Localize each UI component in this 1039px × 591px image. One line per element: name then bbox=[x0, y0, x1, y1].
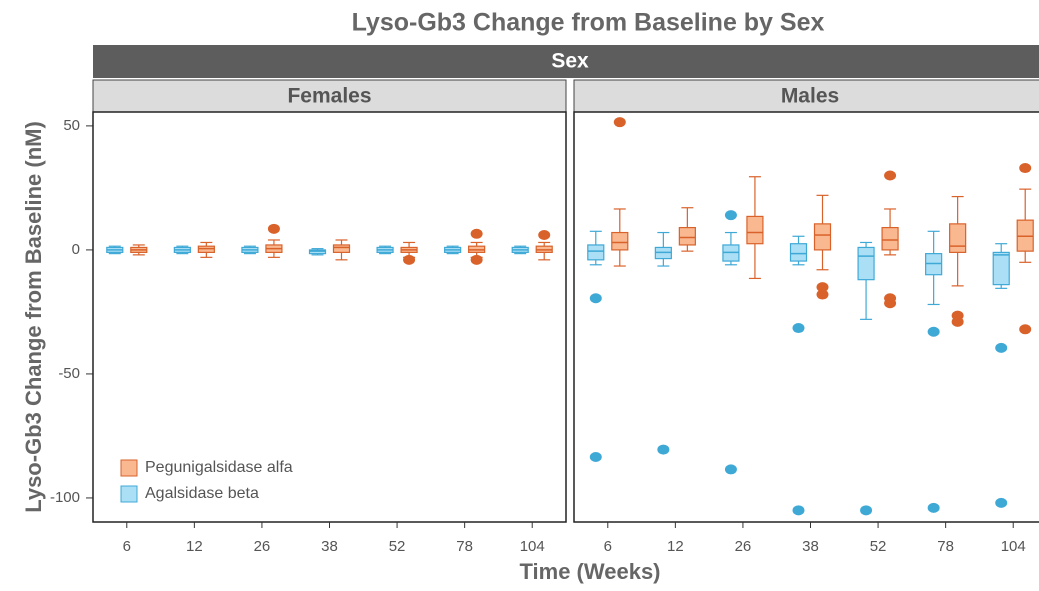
x-tick-label: 104 bbox=[1001, 538, 1026, 555]
outlier bbox=[470, 228, 483, 239]
y-axis-title: Lyso-Gb3 Change from Baseline (nM) bbox=[21, 121, 46, 513]
outlier bbox=[470, 254, 483, 265]
facet-strip bbox=[93, 45, 1039, 78]
outlier bbox=[816, 282, 829, 293]
box bbox=[587, 244, 605, 261]
legend-swatch bbox=[120, 459, 138, 477]
x-tick-label: 78 bbox=[456, 538, 473, 555]
outlier bbox=[816, 289, 829, 300]
box bbox=[678, 226, 696, 246]
outlier bbox=[1019, 324, 1032, 335]
outlier bbox=[792, 323, 805, 334]
x-tick-label: 52 bbox=[389, 538, 406, 555]
outlier bbox=[657, 444, 670, 455]
outlier bbox=[1019, 163, 1032, 174]
legend-label: Pegunigalsidase alfa bbox=[145, 459, 293, 476]
x-tick-label: 104 bbox=[520, 538, 545, 555]
outlier bbox=[884, 170, 897, 181]
x-tick-label: 38 bbox=[802, 538, 819, 555]
x-tick-label: 78 bbox=[937, 538, 954, 555]
box bbox=[857, 246, 875, 281]
legend-swatch bbox=[120, 485, 138, 503]
y-tick-label: -100 bbox=[50, 489, 80, 506]
outlier bbox=[792, 505, 805, 516]
x-tick-label: 52 bbox=[870, 538, 887, 555]
legend-label: Agalsidase beta bbox=[145, 485, 259, 502]
chart-title: Lyso-Gb3 Change from Baseline by Sex bbox=[352, 9, 825, 37]
x-tick-label: 12 bbox=[186, 538, 203, 555]
x-tick-label: 26 bbox=[254, 538, 271, 555]
box bbox=[332, 244, 351, 253]
outlier bbox=[589, 452, 602, 463]
outlier bbox=[538, 230, 551, 241]
x-tick-label: 38 bbox=[321, 538, 338, 555]
outlier bbox=[267, 223, 280, 234]
box bbox=[949, 223, 967, 253]
facet-strip bbox=[573, 79, 1039, 113]
box bbox=[789, 243, 808, 262]
outlier bbox=[589, 293, 602, 304]
outlier bbox=[927, 326, 940, 337]
outlier bbox=[951, 316, 964, 327]
panel bbox=[573, 111, 1039, 523]
outlier bbox=[884, 298, 897, 309]
box bbox=[611, 231, 629, 251]
x-axis-title: Time (Weeks) bbox=[519, 559, 660, 584]
outlier bbox=[860, 505, 873, 516]
y-tick-label: 50 bbox=[63, 117, 80, 134]
x-tick-label: 6 bbox=[123, 538, 131, 555]
box bbox=[992, 251, 1010, 286]
x-tick-label: 12 bbox=[667, 538, 684, 555]
facet-title: Sex bbox=[551, 50, 589, 73]
facet-label: Females bbox=[287, 85, 371, 108]
facet-label: Males bbox=[781, 85, 839, 108]
x-tick-label: 26 bbox=[735, 538, 752, 555]
outlier bbox=[403, 254, 416, 265]
y-tick-label: 0 bbox=[72, 241, 80, 258]
outlier bbox=[995, 497, 1008, 508]
box bbox=[746, 215, 764, 245]
x-tick-label: 6 bbox=[604, 538, 612, 555]
outlier bbox=[613, 117, 626, 128]
y-tick-label: -50 bbox=[58, 365, 80, 382]
outlier bbox=[927, 502, 940, 513]
box bbox=[813, 223, 832, 251]
outlier bbox=[995, 342, 1008, 353]
outlier bbox=[724, 210, 737, 221]
box bbox=[881, 226, 899, 251]
outlier bbox=[724, 464, 737, 475]
